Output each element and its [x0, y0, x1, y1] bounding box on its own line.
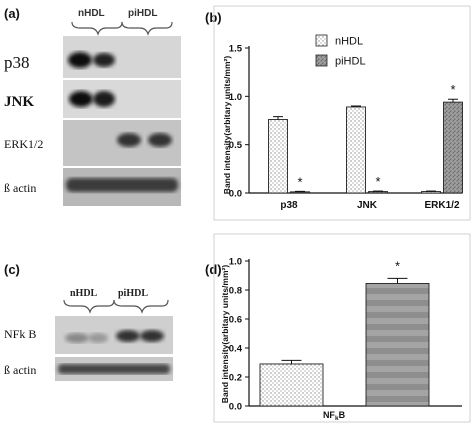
band-nfkb-pihdl-1 — [116, 330, 140, 342]
band-jnk-nhdl-2 — [93, 91, 115, 107]
x-tick-label-b: JNK — [357, 200, 378, 211]
bar-b-piHDL-p38 — [290, 191, 310, 194]
significance-mark-b: * — [297, 174, 302, 189]
bracket-pihdl-c — [113, 299, 169, 314]
y-tick-label-d: 0.2 — [229, 373, 242, 384]
bracket-nhdl-c — [63, 299, 115, 314]
y-tick-label-d: 0.8 — [229, 286, 242, 297]
western-blot-a: nHDL piHDL p38 JNK ERK1/2 ß actin nHDL p… — [4, 8, 181, 381]
panel-label-b: (b) — [205, 10, 222, 25]
y-axis-label-b: Band intensity(arbitary units/mm²) — [222, 56, 232, 195]
y-axis-label-d: Band intensity(arbitary units/mm²) — [220, 265, 230, 404]
panel-label-a: (a) — [4, 6, 20, 21]
blot-a-label-p38: p38 — [4, 53, 30, 72]
y-tick-label-d: 0.4 — [229, 344, 243, 355]
y-tick-label-d: 0.0 — [229, 402, 242, 413]
panel-label-d: (d) — [205, 262, 222, 277]
band-nfkb-pihdl-2 — [140, 330, 164, 342]
blot-a-group-nhdl: nHDL — [78, 8, 105, 19]
blot-c-group-nhdl: nHDL — [70, 288, 98, 299]
bar-chart-d: Band intensity(arbitary units/mm²) 0.0 0.… — [213, 233, 471, 423]
significance-mark-b: * — [375, 174, 380, 189]
y-tick-label-b: 1.5 — [229, 44, 243, 55]
x-axis-category-d: NFkB — [323, 410, 346, 422]
blot-a-label-jnk: JNK — [4, 94, 34, 110]
chart-d-frame — [213, 233, 471, 423]
bar-d-nHDL — [259, 363, 324, 407]
bracket-nhdl-a — [71, 21, 123, 36]
x-tick-label-b: p38 — [280, 200, 298, 211]
band-actin-a — [66, 178, 178, 192]
x-tick-label-b: ERK1/2 — [424, 200, 459, 211]
band-erk-pihdl-2 — [148, 133, 172, 147]
band-p38-nhdl-2 — [93, 53, 115, 67]
y-tick-label-d: 1.0 — [229, 257, 242, 268]
significance-mark-b: * — [450, 82, 455, 97]
legend-swatch-nhdl — [315, 34, 328, 47]
legend-label-pihdl: piHDL — [335, 56, 366, 68]
y-tick-label-d: 0.6 — [229, 315, 242, 326]
blot-c-label-nfkb: NFk B — [4, 327, 36, 341]
band-p38-nhdl-1 — [68, 52, 92, 68]
bar-b-piHDL-JNK — [368, 191, 388, 194]
blot-a-label-erk: ERK1/2 — [4, 137, 43, 151]
band-nfkb-nhdl-1 — [65, 333, 89, 343]
bar-b-nHDL-p38 — [268, 119, 288, 194]
legend-swatch-pihdl — [315, 54, 328, 67]
y-tick-label-b: 0.0 — [229, 189, 242, 200]
chart-b-frame — [213, 5, 471, 221]
bar-chart-b: Band intensity(arbitary units/mm²) 0.0 0.… — [213, 5, 471, 221]
band-jnk-nhdl-1 — [69, 91, 93, 107]
legend-label-nhdl: nHDL — [335, 36, 363, 48]
bar-d-piHDL — [365, 283, 430, 407]
band-erk-pihdl-1 — [117, 133, 141, 147]
blot-a-label-actin: ß actin — [4, 181, 36, 195]
band-actin-c — [58, 364, 170, 374]
bar-b-piHDL-ERK1/2 — [443, 101, 463, 194]
blot-c-group-pihdl: piHDL — [118, 288, 148, 299]
bracket-pihdl-a — [121, 21, 173, 36]
significance-mark-d: * — [395, 258, 400, 273]
band-nfkb-nhdl-2 — [88, 333, 108, 343]
bar-b-nHDL-JNK — [346, 106, 366, 194]
blot-c-label-actin: ß actin — [4, 363, 36, 377]
y-tick-label-b: 1.0 — [229, 92, 242, 103]
y-tick-label-b: 0.5 — [229, 140, 243, 151]
bar-b-nHDL-ERK1/2 — [421, 191, 441, 194]
panel-label-c: (c) — [4, 262, 20, 277]
blot-a-group-pihdl: piHDL — [128, 8, 157, 19]
